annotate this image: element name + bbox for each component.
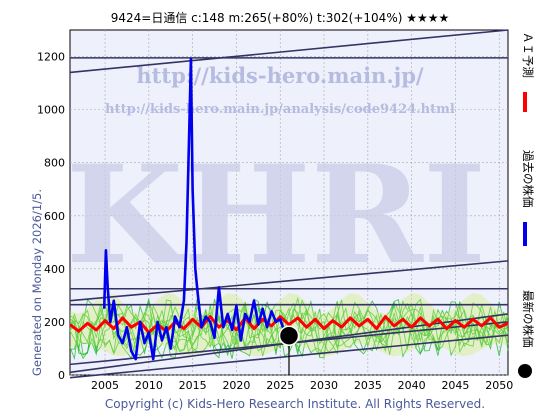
trend-line <box>69 260 509 302</box>
x-tick-label: 2005 <box>91 379 119 392</box>
watermark-logo: KHRI <box>66 135 486 294</box>
axes: 2005 2010 2015 2020 2025 2030 2035 2040 2045 2050… <box>37 51 513 392</box>
legend-label-past: 過去の株価 <box>521 150 535 208</box>
x-tick-label: 2045 <box>441 379 469 392</box>
generated-note: Generated on Monday 2026/1/5. <box>30 188 44 376</box>
y-tick-label: 400 <box>44 263 65 276</box>
legend-swatch-latest <box>518 364 532 378</box>
y-tick-label: 200 <box>44 316 65 329</box>
series-lines <box>69 57 509 361</box>
latest-price-dot <box>278 325 300 346</box>
y-tick-label: 1200 <box>37 51 65 64</box>
y-tick-label: 800 <box>44 157 65 170</box>
copyright: Copyright (c) Kids-Hero Research Institu… <box>104 397 486 411</box>
x-tick-label: 2010 <box>135 379 163 392</box>
trend-line <box>69 29 509 74</box>
y-tick-label: 600 <box>44 210 65 223</box>
x-tick-label: 2050 <box>485 379 513 392</box>
watermark-url-analysis: http://kids-hero.main.jp/analysis/code94… <box>105 102 455 117</box>
x-tick-label: 2020 <box>222 379 250 392</box>
price-line <box>102 57 290 361</box>
grid <box>70 30 508 376</box>
chart-title: 9424=日通信 c:148 m:265(+80%) t:302(+104%) … <box>110 11 450 25</box>
legend-swatch-ai <box>523 92 527 112</box>
x-tick-label: 2015 <box>179 379 207 392</box>
x-tick-label: 2030 <box>310 379 338 392</box>
latest-price-marker <box>278 325 300 375</box>
band-line <box>69 301 509 358</box>
y-tick-label: 1000 <box>37 104 65 117</box>
legend-label-latest: 最新の株価 <box>521 290 535 348</box>
legend: ＡＩ予測 過去の株価 最新の株価 <box>512 30 558 380</box>
legend-swatch-past <box>523 222 527 246</box>
watermark-url-main: http://kids-hero.main.jp/ <box>136 63 424 88</box>
x-tick-label: 2025 <box>266 379 294 392</box>
x-tick-label: 2035 <box>354 379 382 392</box>
band-line <box>69 299 509 361</box>
prediction-line <box>69 315 509 334</box>
legend-label-ai: ＡＩ予測 <box>521 32 535 78</box>
x-tick-label: 2040 <box>398 379 426 392</box>
y-tick-label: 0 <box>58 369 65 382</box>
